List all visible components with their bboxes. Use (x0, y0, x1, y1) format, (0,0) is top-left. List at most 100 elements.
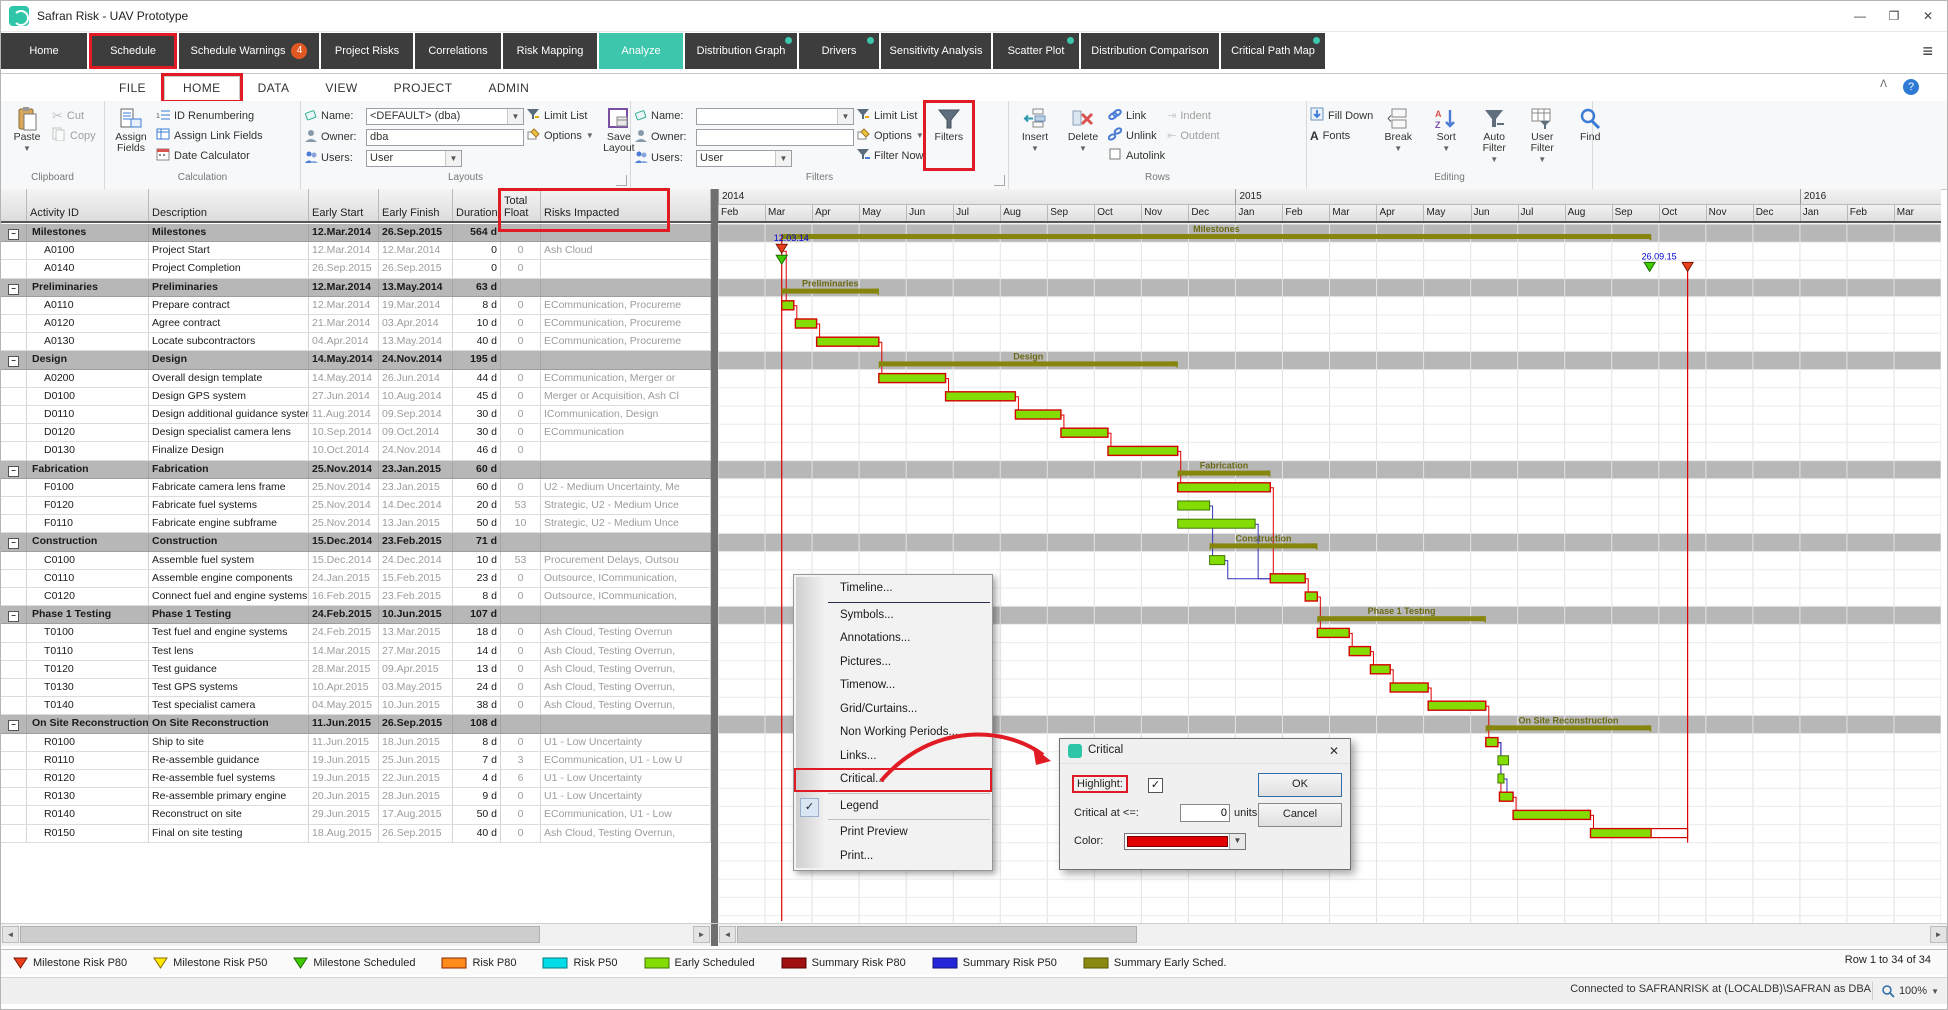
gantt-bar-a0120[interactable] (794, 318, 818, 329)
cancel-button[interactable]: Cancel (1258, 803, 1342, 827)
filters-name-dropdown[interactable]: ▼ (696, 107, 854, 125)
table-row[interactable]: A0100 Project Start 12.Mar.2014 12.Mar.2014… (1, 242, 711, 261)
cut-button[interactable]: ✂ Cut (52, 107, 96, 124)
table-row[interactable]: C0120 Connect fuel and engine systems 16.F… (1, 588, 711, 607)
table-row[interactable]: − Fabrication Fabrication 25.Nov.2014 23.Jan… (1, 460, 711, 479)
table-row[interactable]: T0120 Test guidance 28.Mar.2015 09.Apr.2015… (1, 660, 711, 679)
table-scroll-left-icon[interactable]: ◄ (2, 926, 19, 943)
table-row[interactable]: A0140 Project Completion 26.Sep.2015 26.Sep… (1, 260, 711, 279)
layouts-name-dropdown[interactable]: <DEFAULT> (dba) ▼ (366, 107, 524, 125)
menu-item-critical[interactable]: Critical... (794, 768, 992, 792)
fill-down-button[interactable]: Fill Down (1310, 107, 1373, 124)
table-row[interactable]: R0100 Ship to site 11.Jun.2015 18.Jun.2015 8… (1, 733, 711, 752)
analysis-tab-scatter-plot[interactable]: Scatter Plot (993, 33, 1079, 69)
gantt-milestone-p80[interactable] (1681, 261, 1694, 273)
sort-button[interactable]: A Z Sort ▼ (1423, 103, 1469, 168)
gantt-scroll-left-icon[interactable]: ◄ (719, 926, 736, 943)
ribbon-tab-home[interactable]: HOME (160, 72, 243, 103)
assign-fields-button[interactable]: Assign Fields (108, 103, 154, 168)
table-row[interactable]: F0120 Fabricate fuel systems 25.Nov.2014 14… (1, 497, 711, 516)
table-row[interactable]: R0140 Reconstruct on site 29.Jun.2015 17.Au… (1, 806, 711, 825)
gantt-bar-t0110[interactable] (1348, 645, 1372, 657)
gantt-summary-bar-milestones[interactable] (781, 234, 1652, 239)
gantt-bar-d0130[interactable] (1107, 445, 1179, 457)
column-header-early-finish[interactable]: Early Finish (379, 189, 453, 221)
analysis-tab-schedule-warnings[interactable]: Schedule Warnings 4 (179, 33, 319, 69)
limit-list-button[interactable]: Limit List (856, 107, 924, 124)
zoom-control[interactable]: 100% ▼ (1871, 982, 1939, 1000)
copy-button[interactable]: Copy (52, 127, 96, 144)
analysis-tab-schedule[interactable]: Schedule (89, 33, 177, 69)
auto-filter-button[interactable]: Auto Filter ▼ (1471, 103, 1517, 168)
column-header-early-start[interactable]: Early Start (309, 189, 379, 221)
table-row[interactable]: F0110 Fabricate engine subframe 25.Nov.201… (1, 515, 711, 534)
table-row[interactable]: D0130 Finalize Design 10.Oct.2014 24.Nov.20… (1, 442, 711, 461)
dialog-launcher-icon[interactable] (616, 175, 627, 186)
gantt-bar-t0100[interactable] (1316, 627, 1350, 639)
layouts-users-dropdown[interactable]: User ▼ (366, 149, 462, 167)
ribbon-tab-project[interactable]: PROJECT (393, 80, 453, 95)
gantt-scroll-right-icon[interactable]: ► (1930, 926, 1947, 943)
gantt-bar-c0110[interactable] (1269, 573, 1306, 584)
menu-item-non-working-periods[interactable]: Non Working Periods... (794, 721, 992, 745)
table-row[interactable]: T0100 Test fuel and engine systems 24.Feb.… (1, 624, 711, 643)
table-row[interactable]: A0120 Agree contract 21.Mar.2014 03.Apr.201… (1, 315, 711, 334)
maximize-button[interactable]: ❐ (1888, 9, 1900, 23)
gantt-summary-bar-fabrication[interactable] (1177, 470, 1271, 476)
table-row[interactable]: T0130 Test GPS systems 10.Apr.2015 03.May.2… (1, 679, 711, 698)
gantt-bar-t0140[interactable] (1427, 700, 1487, 711)
ribbon-tab-data[interactable]: DATA (257, 80, 290, 95)
collapse-icon[interactable]: − (8, 538, 19, 550)
user-filter-button[interactable]: User Filter ▼ (1519, 103, 1565, 168)
table-row[interactable]: R0130 Re-assemble primary engine 20.Jun.20… (1, 788, 711, 807)
gantt-bar-r0100[interactable] (1485, 736, 1499, 748)
collapse-icon[interactable]: − (8, 356, 19, 368)
gantt-bar-r0150[interactable] (1589, 827, 1652, 839)
gantt-scroll-thumb[interactable] (737, 926, 1137, 943)
fonts-button[interactable]: A Fonts (1310, 127, 1373, 144)
column-header-description[interactable]: Description (149, 189, 309, 221)
menu-item-timeline[interactable]: Timeline... (794, 577, 992, 601)
analysis-tab-risk-mapping[interactable]: Risk Mapping (503, 33, 597, 69)
menu-item-print[interactable]: Print... (794, 845, 992, 869)
highlight-checkbox[interactable]: ✓ (1148, 778, 1163, 793)
table-row[interactable]: − Milestones Milestones 12.Mar.2014 26.Sep.2… (1, 224, 711, 243)
column-header-total-float[interactable]: Total Float (501, 189, 541, 221)
table-row[interactable]: D0100 Design GPS system 27.Jun.2014 10.Aug.… (1, 387, 711, 406)
dialog-close-icon[interactable]: ✕ (1328, 744, 1340, 758)
gantt-summary-bar-construction[interactable] (1209, 543, 1318, 549)
help-icon[interactable]: ? (1903, 79, 1919, 95)
break-button[interactable]: Break ▼ (1375, 103, 1421, 168)
column-header-expand[interactable] (1, 189, 27, 221)
save-layout-button[interactable]: Save Layout (596, 103, 642, 168)
ok-button[interactable]: OK (1258, 773, 1342, 797)
gantt-summary-bar-design[interactable] (878, 361, 1178, 367)
analysis-tab-drivers[interactable]: Drivers (799, 33, 879, 69)
limit-list-button[interactable]: Limit List (526, 107, 594, 124)
delete-button[interactable]: Delete ▼ (1060, 103, 1106, 168)
table-row[interactable]: A0130 Locate subcontractors 04.Apr.2014 13.… (1, 333, 711, 352)
table-row[interactable]: D0120 Design specialist camera lens 10.Sep… (1, 424, 711, 443)
paste-button[interactable]: Paste ▼ (4, 103, 50, 168)
analysis-tab-distribution-graph[interactable]: Distribution Graph (685, 33, 797, 69)
menu-item-grid-curtains[interactable]: Grid/Curtains... (794, 698, 992, 722)
table-row[interactable]: C0100 Assemble fuel system 15.Dec.2014 24.D… (1, 551, 711, 570)
analysis-tab-distribution-comparison[interactable]: Distribution Comparison (1081, 33, 1219, 69)
insert-button[interactable]: Insert ▼ (1012, 103, 1058, 168)
options-button[interactable]: Options ▼ (526, 127, 594, 144)
gantt-bar-c0100[interactable] (1209, 555, 1226, 566)
menu-item-timenow[interactable]: Timenow... (794, 674, 992, 698)
gantt-bar-d0120[interactable] (1060, 427, 1109, 438)
table-row[interactable]: − Preliminaries Preliminaries 12.Mar.2014 13… (1, 278, 711, 297)
analysis-tab-project-risks[interactable]: Project Risks (321, 33, 413, 69)
gantt-bar-f0110[interactable] (1177, 518, 1256, 529)
table-row[interactable]: T0140 Test specialist camera 04.May.2015 10… (1, 697, 711, 716)
autolink-button[interactable]: Autolink (1108, 147, 1165, 164)
link-button[interactable]: Link (1108, 107, 1165, 124)
gantt-milestone-p80[interactable] (775, 243, 789, 255)
table-row[interactable]: R0150 Final on site testing 18.Aug.2015 26.… (1, 824, 711, 843)
gantt-bar-r0120[interactable] (1497, 773, 1505, 784)
menu-item-legend[interactable]: ✓ Legend (794, 795, 992, 819)
gantt-summary-bar-phase-1-testing[interactable] (1317, 616, 1486, 622)
analysis-tab-home[interactable]: Home (1, 33, 87, 69)
